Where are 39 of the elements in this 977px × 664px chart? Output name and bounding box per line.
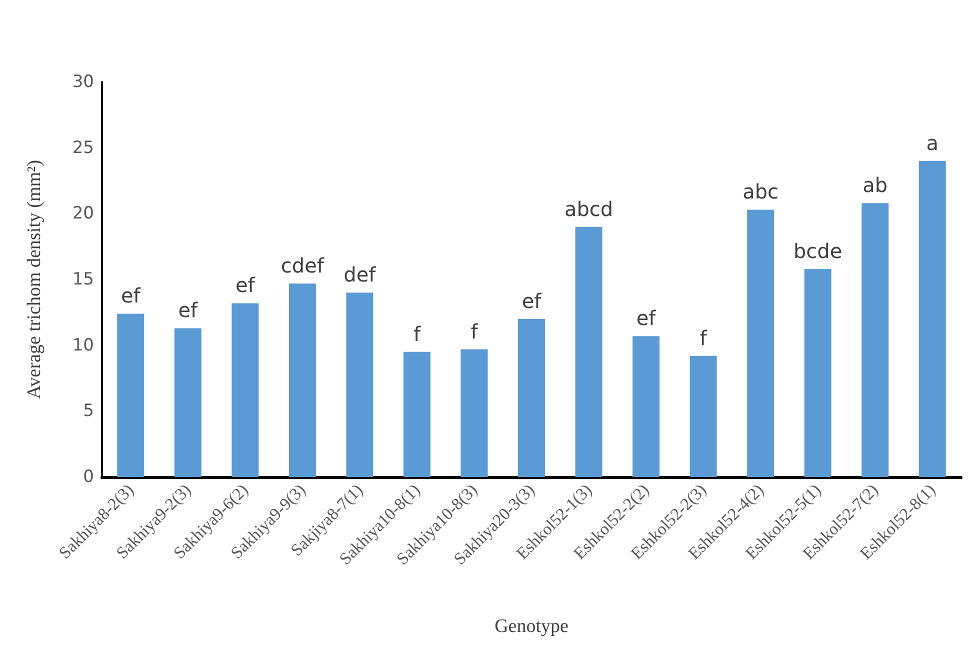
data-label: ef xyxy=(636,306,657,330)
data-label: f xyxy=(413,322,422,346)
y-tick-label: 5 xyxy=(83,401,94,422)
y-tick-label: 25 xyxy=(72,138,94,158)
y-tick-label: 10 xyxy=(72,335,94,356)
bar xyxy=(403,352,430,477)
bar xyxy=(346,292,374,477)
data-label: abcd xyxy=(564,196,614,221)
bar xyxy=(918,161,946,477)
data-label: abc xyxy=(742,180,779,204)
bar xyxy=(862,203,889,477)
x-axis-title: Genotype xyxy=(494,616,568,637)
y-tick-label: 0 xyxy=(83,467,94,487)
data-label: a xyxy=(926,131,938,155)
bar xyxy=(174,328,202,477)
data-label: bcde xyxy=(793,238,842,263)
y-tick-label: 30 xyxy=(72,72,94,92)
bar xyxy=(632,336,660,477)
data-label: f xyxy=(470,319,479,344)
bar xyxy=(232,303,259,477)
y-tick-label: 20 xyxy=(72,204,94,224)
bar xyxy=(575,226,602,477)
data-label: cdef xyxy=(280,253,325,278)
bar xyxy=(804,268,832,477)
bar xyxy=(288,283,316,477)
bar xyxy=(747,210,774,477)
bar xyxy=(518,319,545,477)
data-label: ef xyxy=(235,273,256,298)
data-label: ef xyxy=(120,284,142,308)
y-tick-label: 15 xyxy=(72,270,94,290)
data-label: ef xyxy=(178,298,199,322)
y-axis-title: Average trichom density (mm²) xyxy=(24,160,45,400)
data-label: def xyxy=(344,262,377,287)
data-label: ab xyxy=(862,173,888,198)
data-label: f xyxy=(700,326,708,350)
bar xyxy=(117,314,144,477)
data-label: ef xyxy=(522,289,542,313)
bar xyxy=(460,349,488,477)
bar xyxy=(690,356,717,477)
